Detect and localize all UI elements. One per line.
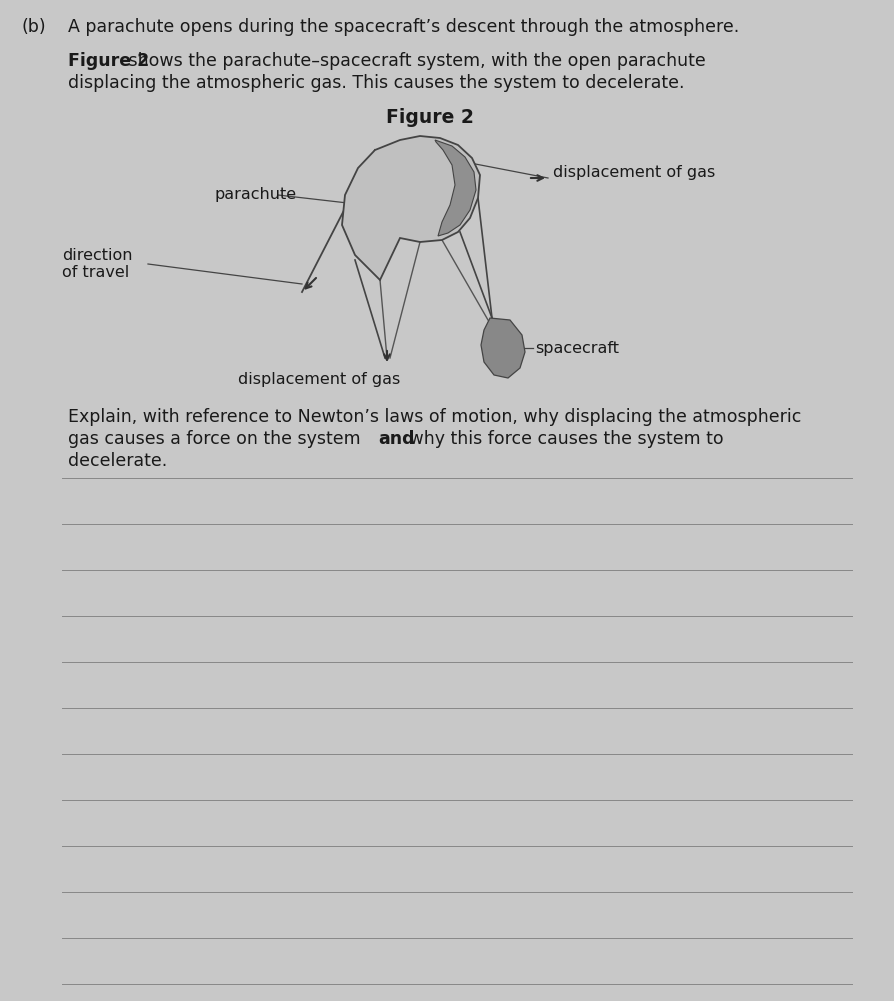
Text: and: and (377, 430, 414, 448)
Text: why this force causes the system to: why this force causes the system to (403, 430, 723, 448)
Text: Explain, with reference to Newton’s laws of motion, why displacing the atmospher: Explain, with reference to Newton’s laws… (68, 408, 800, 426)
Text: of travel: of travel (62, 265, 129, 280)
Text: displacement of gas: displacement of gas (238, 372, 400, 387)
Text: decelerate.: decelerate. (68, 452, 167, 470)
Text: A parachute opens during the spacecraft’s descent through the atmosphere.: A parachute opens during the spacecraft’… (68, 18, 738, 36)
Polygon shape (480, 318, 525, 378)
Text: (b): (b) (22, 18, 46, 36)
Polygon shape (342, 136, 479, 280)
Text: displacement of gas: displacement of gas (552, 164, 714, 179)
Text: Figure 2: Figure 2 (68, 52, 149, 70)
Text: gas causes a force on the system: gas causes a force on the system (68, 430, 366, 448)
Text: displacing the atmospheric gas. This causes the system to decelerate.: displacing the atmospheric gas. This cau… (68, 74, 684, 92)
Text: direction: direction (62, 248, 132, 263)
Text: Figure 2: Figure 2 (385, 108, 474, 127)
Text: parachute: parachute (215, 187, 297, 202)
Text: spacecraft: spacecraft (535, 340, 619, 355)
Polygon shape (434, 140, 476, 236)
Text: shows the parachute–spacecraft system, with the open parachute: shows the parachute–spacecraft system, w… (122, 52, 705, 70)
